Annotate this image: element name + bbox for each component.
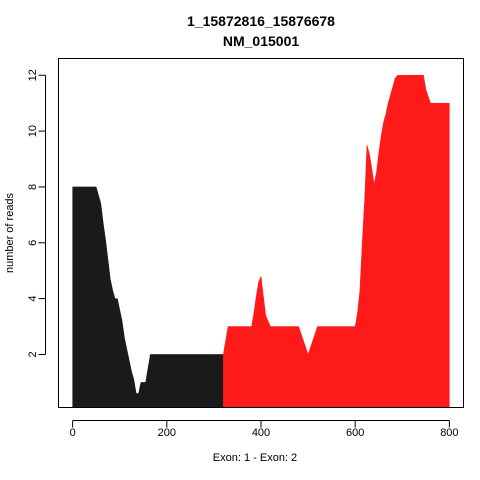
series-layer <box>72 75 450 408</box>
chart-subtitle: NM_015001 <box>223 33 299 49</box>
plot-frame <box>58 58 464 408</box>
x-axis: 0 200 400 600 800 <box>70 420 459 439</box>
y-tick-label: 8 <box>27 184 39 190</box>
x-tick-label: 800 <box>440 427 458 439</box>
y-tick-label: 6 <box>27 240 39 246</box>
y-tick-label: 2 <box>27 351 39 357</box>
y-tick-label: 4 <box>27 296 39 302</box>
chart-title: 1_15872816_15876678 <box>187 13 335 29</box>
y-axis: 2 4 6 8 10 12 <box>27 69 46 358</box>
coverage-area-1 <box>72 186 224 408</box>
x-tick-label: 200 <box>158 427 176 439</box>
coverage-area-2 <box>223 75 450 408</box>
y-axis-label: number of reads <box>4 192 16 273</box>
x-tick-label: 600 <box>346 427 364 439</box>
x-axis-label: Exon: 1 - Exon: 2 <box>213 452 297 464</box>
y-tick-label: 12 <box>27 69 39 81</box>
x-tick-label: 0 <box>70 427 76 439</box>
x-tick-label: 400 <box>252 427 270 439</box>
y-tick-label: 10 <box>27 125 39 137</box>
